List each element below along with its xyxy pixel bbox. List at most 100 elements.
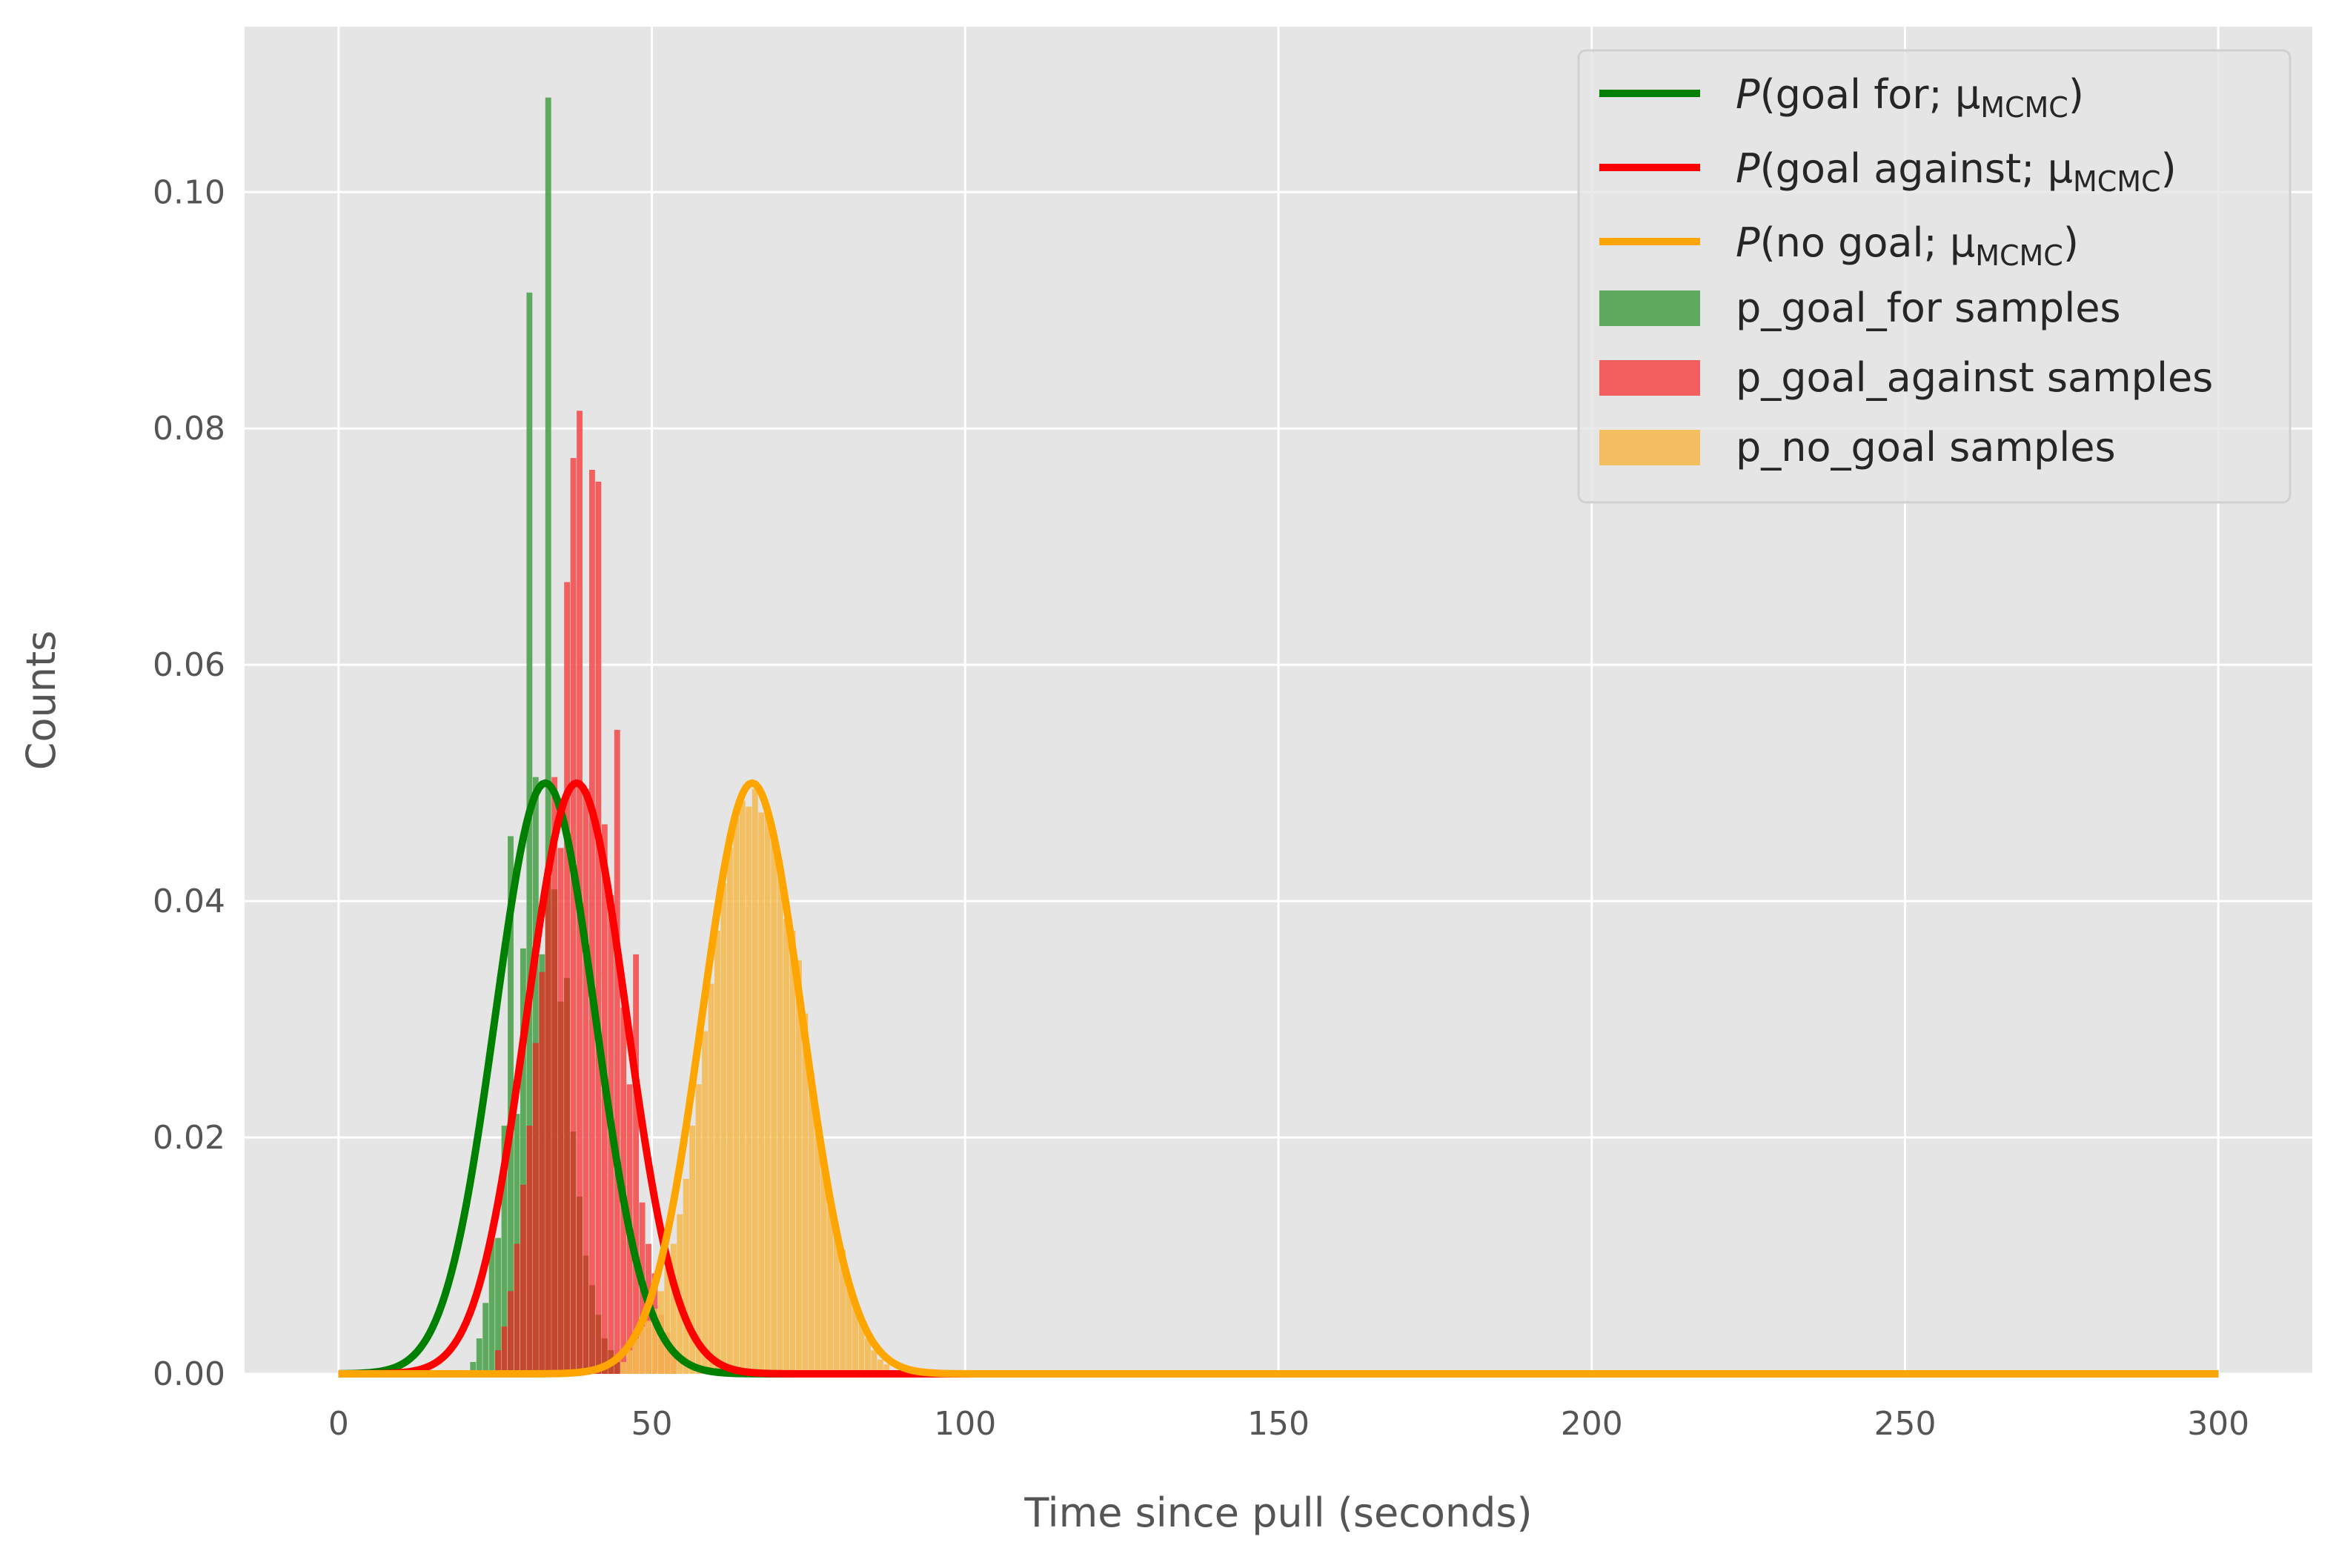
histogram-bar: [846, 1279, 852, 1374]
legend-entry: p_goal_for samples: [1736, 285, 2121, 331]
histogram-bar: [871, 1350, 877, 1374]
histogram-bar: [833, 1226, 840, 1374]
y-tick-label: 0.10: [153, 173, 225, 211]
histogram-bar: [651, 1309, 658, 1374]
histogram-bar: [633, 1338, 640, 1374]
legend-box: [1577, 49, 2292, 504]
histogram-bar: [470, 1362, 477, 1374]
histogram-bar: [777, 860, 783, 1374]
x-axis-label: Time since pull (seconds): [1023, 1489, 1532, 1536]
histogram-overlap-bar: [589, 1285, 595, 1374]
histogram-bar: [545, 97, 551, 1374]
histogram-bar: [820, 1160, 827, 1374]
x-tick-label: 200: [1561, 1405, 1623, 1443]
histogram-bar: [570, 458, 577, 1375]
histogram-bar: [639, 1326, 646, 1374]
histogram-overlap-bar: [614, 1362, 620, 1374]
histogram-overlap-bar: [520, 1184, 526, 1374]
histogram-bar: [708, 983, 714, 1374]
histogram-overlap-bar: [595, 1315, 602, 1374]
histogram-overlap-bar: [532, 1043, 539, 1374]
histogram-bar: [771, 830, 777, 1374]
histogram-bar: [720, 883, 727, 1374]
x-tick-label: 150: [1247, 1405, 1310, 1443]
histogram-bar: [751, 788, 758, 1374]
x-tick-label: 250: [1874, 1405, 1936, 1443]
histogram-bar: [695, 1084, 702, 1374]
legend: P(goal for; μMCMC) P(goal against; μMCMC)…: [1577, 49, 2292, 504]
histogram-bar: [827, 1196, 834, 1374]
legend-entry: p_goal_against samples: [1736, 354, 2213, 401]
histogram-overlap-bar: [577, 1196, 583, 1374]
tick-labels: 0 50 100 150 200 250 300 0.00 0.02 0.04 0.06 0.08 0.…: [153, 173, 2249, 1443]
density-curves: [338, 779, 2219, 1378]
histogram-overlap-bar: [539, 971, 545, 1374]
histogram-bar: [702, 1031, 709, 1374]
x-tick-label: 100: [934, 1405, 996, 1443]
legend-entry: p_no_goal samples: [1736, 424, 2116, 471]
legend-swatch-patch: [1599, 430, 1700, 465]
histogram-bar: [733, 818, 740, 1374]
histogram-overlap-bar: [570, 1132, 577, 1374]
histogram-bar: [626, 1350, 633, 1374]
histogram-bar: [664, 1267, 671, 1374]
histogram-bar: [589, 470, 595, 1374]
histogram-bar: [789, 930, 796, 1374]
histogram-overlap-bar: [495, 1350, 502, 1374]
histogram-bar: [520, 948, 526, 1374]
y-tick-label: 0.00: [153, 1355, 225, 1393]
density-curve-no-goal: [338, 779, 2219, 1378]
histogram-overlap-bar: [545, 877, 551, 1374]
y-tick-label: 0.02: [153, 1119, 225, 1157]
histogram-bar: [633, 954, 640, 1374]
y-tick-label: 0.04: [153, 883, 225, 920]
histogram-bar: [514, 1114, 520, 1374]
histogram-bar: [689, 1126, 696, 1374]
histogram-overlap-bar: [601, 1338, 608, 1374]
histogram-bar: [764, 806, 771, 1374]
histogram-bar: [840, 1249, 846, 1374]
histogram-bar: [646, 1320, 651, 1374]
histogram-bar: [865, 1338, 871, 1374]
histogram-bar: [727, 848, 733, 1374]
histogram-bar: [620, 1362, 627, 1374]
legend-swatch-patch: [1599, 360, 1700, 396]
histogram-bar: [670, 1243, 677, 1374]
histogram-bar: [883, 1364, 890, 1374]
histogram-bar: [852, 1303, 858, 1374]
legend-entry: P(no goal; μMCMC): [1736, 219, 2079, 272]
histogram-overlap-bar: [583, 1255, 589, 1374]
x-tick-label: 300: [2187, 1405, 2249, 1443]
histogram-bar: [858, 1320, 865, 1374]
histogram-overlap-bar: [557, 1001, 564, 1374]
y-axis-label: Counts: [18, 631, 64, 771]
histogram-bar: [495, 1238, 502, 1374]
histogram-bar: [739, 800, 746, 1374]
histogram-overlap-bar: [508, 1291, 514, 1374]
histogram-p-no-goal-samples: [620, 788, 890, 1374]
x-tick-label: 50: [631, 1405, 673, 1443]
y-tick-label: 0.06: [153, 646, 225, 684]
histogram-overlap-bar: [501, 1326, 508, 1374]
histogram-bar: [814, 1126, 821, 1374]
histogram-overlap-bar: [564, 977, 571, 1374]
histogram-bar: [583, 788, 589, 1374]
histogram-bar: [482, 1303, 489, 1374]
legend-entry: P(goal against; μMCMC): [1736, 145, 2177, 198]
histogram-bar: [476, 1338, 482, 1374]
histogram-bar: [877, 1359, 883, 1374]
histogram-bar: [808, 1072, 814, 1374]
histogram-overlap: [495, 877, 620, 1374]
histogram-overlap-bar: [551, 889, 558, 1374]
histogram-bar: [746, 806, 752, 1374]
histogram-bar: [783, 919, 789, 1374]
legend-entry: P(goal for; μMCMC): [1736, 71, 2084, 124]
y-tick-label: 0.08: [153, 410, 225, 448]
histogram-bar: [714, 930, 720, 1374]
x-tick-label: 0: [328, 1405, 349, 1443]
histogram-bar: [758, 812, 765, 1374]
histogram-overlap-bar: [526, 1126, 533, 1374]
histogram-bar: [796, 960, 802, 1374]
histogram-bar: [802, 1013, 809, 1374]
